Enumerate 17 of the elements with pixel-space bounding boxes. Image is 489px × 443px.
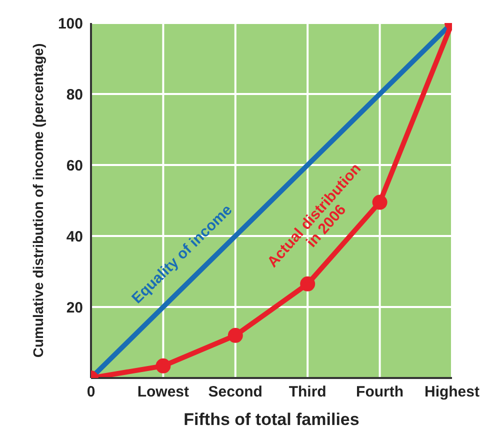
x-tick-label: Highest	[424, 384, 480, 401]
point	[156, 358, 171, 374]
x-tick-label: Fourth	[356, 384, 404, 401]
y-axis-title: Cumulative distribution of income (percentage)	[30, 43, 46, 358]
x-tick-label: Lowest	[137, 384, 190, 401]
y-tick-label: 60	[66, 157, 83, 174]
y-tick-label: 40	[66, 228, 83, 246]
x-tick-label: 0	[86, 384, 96, 401]
y-tick-label: 80	[66, 86, 83, 104]
point	[372, 194, 388, 210]
y-tick-label: 20	[66, 299, 83, 316]
x-axis-title: Fifths of total families	[184, 410, 360, 430]
x-tick-label: Third	[288, 384, 326, 401]
point	[300, 276, 316, 292]
x-tick-label: Second	[208, 384, 262, 401]
point	[228, 328, 243, 343]
y-tick-label: 100	[58, 15, 83, 32]
